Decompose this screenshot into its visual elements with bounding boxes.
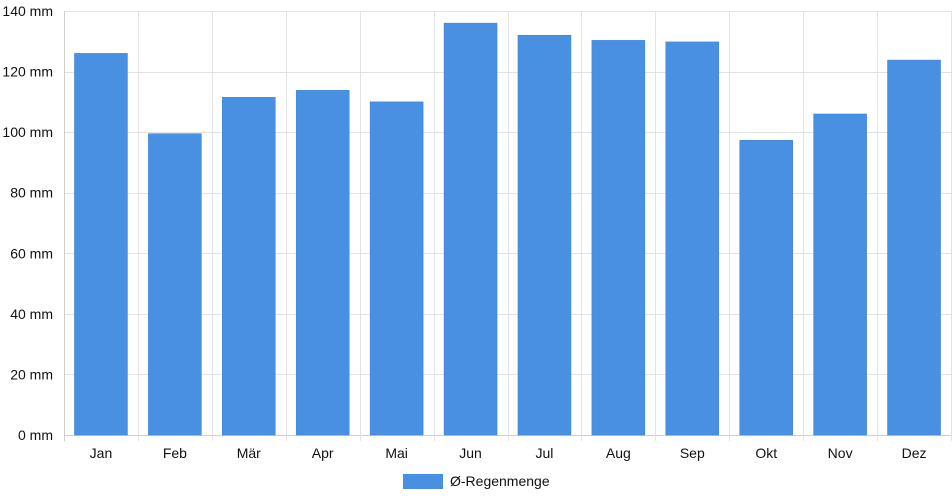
legend-label[interactable]: Ø-Regenmenge xyxy=(450,473,550,489)
bar-Feb[interactable] xyxy=(148,133,202,436)
y-tick-label: 0 mm xyxy=(18,427,53,443)
x-tick-label: Sep xyxy=(680,445,705,461)
y-tick-label: 60 mm xyxy=(10,245,53,261)
bar-Dez[interactable] xyxy=(887,59,941,436)
x-tick-label: Jun xyxy=(459,445,482,461)
legend[interactable]: Ø-Regenmenge xyxy=(403,473,550,489)
y-tick-label: 20 mm xyxy=(10,366,53,382)
bar-Jun[interactable] xyxy=(443,22,498,436)
x-tick-label: Mai xyxy=(385,445,408,461)
bar-Nov[interactable] xyxy=(813,113,867,436)
x-tick-label: Mär xyxy=(237,445,261,461)
y-tick-label: 100 mm xyxy=(2,124,53,140)
bar-Sep[interactable] xyxy=(665,41,720,436)
bar-Jul[interactable] xyxy=(517,34,572,436)
y-tick-label: 140 mm xyxy=(2,3,53,19)
grid-lines xyxy=(64,11,952,441)
y-tick-label: 120 mm xyxy=(2,64,53,80)
x-tick-label: Okt xyxy=(755,445,777,461)
y-axis-tick-labels: 0 mm 20 mm 40 mm 60 mm 80 mm 100 mm 120 mm 140 … xyxy=(2,3,53,443)
x-axis-tick-labels: Jan Feb Mär Apr Mai Jun Jul Aug Sep Okt Nov Dez xyxy=(90,445,927,461)
x-tick-label: Feb xyxy=(163,445,187,461)
bar-Apr[interactable] xyxy=(295,90,350,436)
bar-Aug[interactable] xyxy=(591,40,646,436)
x-tick-label: Apr xyxy=(312,445,334,461)
bar-Mär[interactable] xyxy=(222,97,276,436)
bar-Jan[interactable] xyxy=(74,53,128,436)
bar-Okt[interactable] xyxy=(739,140,793,436)
y-tick-label: 80 mm xyxy=(10,185,53,201)
bars xyxy=(74,22,941,436)
x-tick-label: Jan xyxy=(90,445,113,461)
x-tick-label: Aug xyxy=(606,445,631,461)
bar-Mai[interactable] xyxy=(369,101,424,436)
x-tick-label: Jul xyxy=(536,445,554,461)
x-tick-label: Dez xyxy=(902,445,927,461)
x-tick-label: Nov xyxy=(828,445,853,461)
y-tick-label: 40 mm xyxy=(10,306,53,322)
legend-swatch[interactable] xyxy=(403,474,443,489)
